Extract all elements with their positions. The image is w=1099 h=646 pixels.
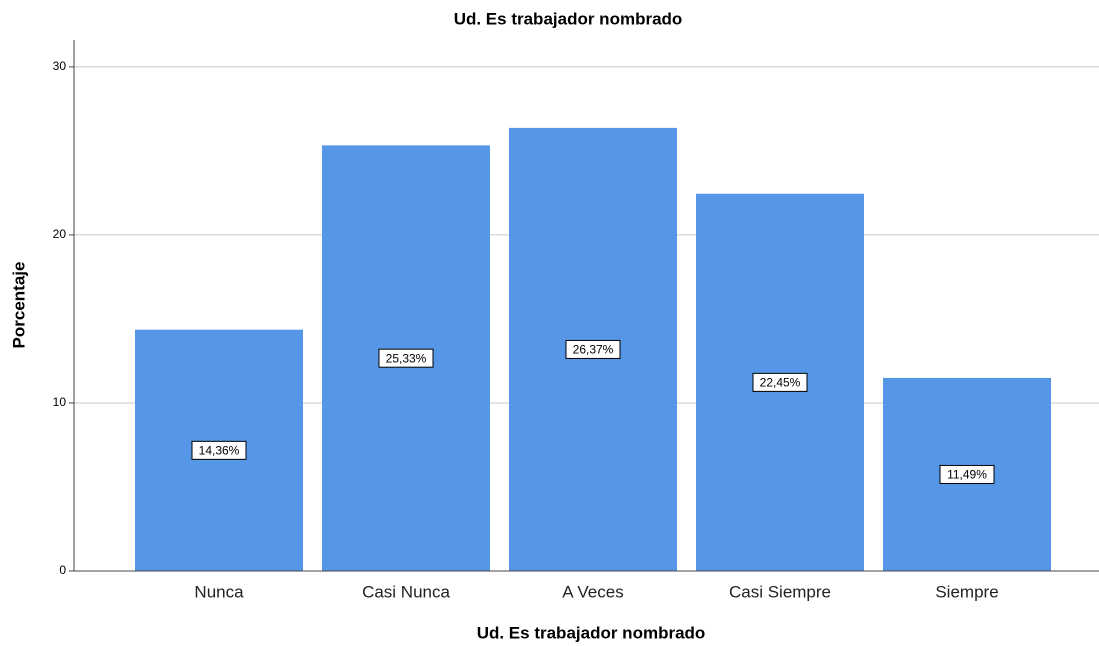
value-label: 26,37% (573, 343, 614, 357)
x-tick-label: A Veces (562, 582, 623, 601)
value-label-box (752, 372, 808, 392)
y-tick-label: 0 (59, 563, 66, 577)
value-label-box (565, 339, 621, 359)
y-axis-title: Porcentaje (9, 262, 28, 349)
chart-title: Ud. Es trabajador nombrado (454, 9, 683, 28)
x-axis-title: Ud. Es trabajador nombrado (477, 623, 706, 642)
value-label: 25,33% (386, 351, 427, 365)
x-tick-label: Siempre (935, 582, 998, 601)
value-label: 22,45% (760, 376, 801, 390)
value-label: 14,36% (199, 444, 240, 458)
value-label-box (939, 464, 995, 484)
value-label-box (191, 440, 247, 460)
x-tick-label: Casi Siempre (729, 582, 831, 601)
x-tick-label: Casi Nunca (362, 582, 450, 601)
value-label-box (378, 348, 434, 368)
value-label: 11,49% (947, 468, 987, 482)
y-tick-label: 20 (53, 227, 67, 241)
y-tick-label: 10 (53, 395, 67, 409)
y-tick-label: 30 (53, 59, 67, 73)
x-tick-label: Nunca (194, 582, 244, 601)
